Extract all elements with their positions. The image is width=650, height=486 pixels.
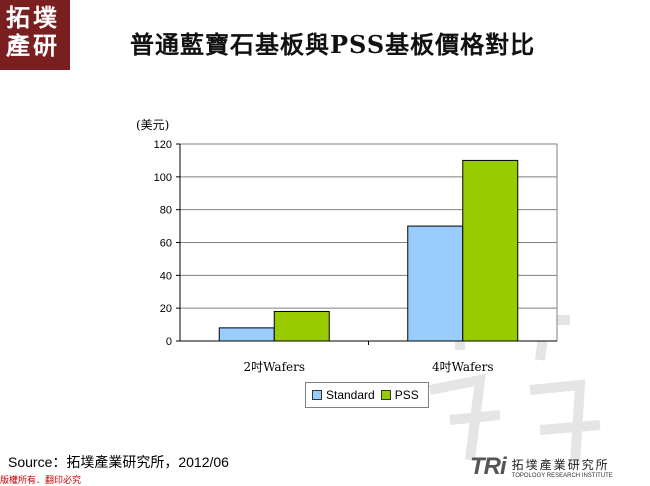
x-tick-label: 4吋Wafers — [432, 360, 494, 374]
bar-pss — [273, 310, 330, 342]
brand-name-en: TOPOLOGY RESEARCH INSTITUTE — [511, 472, 613, 479]
bar-standard — [407, 225, 464, 342]
y-tick-label: 60 — [160, 238, 172, 250]
legend-swatch-standard — [312, 390, 322, 400]
brand-mark: TRi — [470, 453, 507, 480]
legend-swatch-pss — [380, 390, 391, 400]
logo-char: 研 — [33, 31, 57, 60]
source-note: Source：拓墣產業研究所，2012/06 — [8, 454, 229, 470]
legend: Standard PSS — [305, 382, 429, 408]
y-tick-label: 120 — [154, 139, 172, 151]
legend-label-standard: Standard — [326, 388, 375, 402]
y-tick-label: 80 — [160, 205, 172, 217]
y-tick-label: 20 — [160, 303, 172, 315]
brand-logo: TRi 拓墣產業研究所 TOPOLOGY RESEARCH INSTITUTE — [470, 453, 613, 481]
brand-name-cn: 拓墣產業研究所 — [511, 457, 610, 472]
logo-char: 墣 — [33, 3, 57, 32]
logo-char: 拓 — [6, 3, 30, 32]
page-title: 普通藍寶石基板與PSS基板價格對比 — [130, 30, 536, 59]
y-tick-label: 100 — [154, 172, 172, 184]
y-tick-label: 40 — [160, 270, 172, 282]
bar-standard — [218, 327, 275, 342]
y-axis-unit: (美元) — [136, 118, 170, 132]
copyright-note: 版權所有．翻印必究 — [0, 475, 82, 485]
logo: 拓 墣 產 研 — [0, 0, 70, 70]
bar-pss — [462, 159, 519, 342]
logo-char: 產 — [6, 31, 30, 60]
legend-label-pss: PSS — [394, 388, 419, 402]
x-tick-label: 2吋Wafers — [243, 360, 305, 374]
y-tick-label: 0 — [166, 336, 172, 348]
